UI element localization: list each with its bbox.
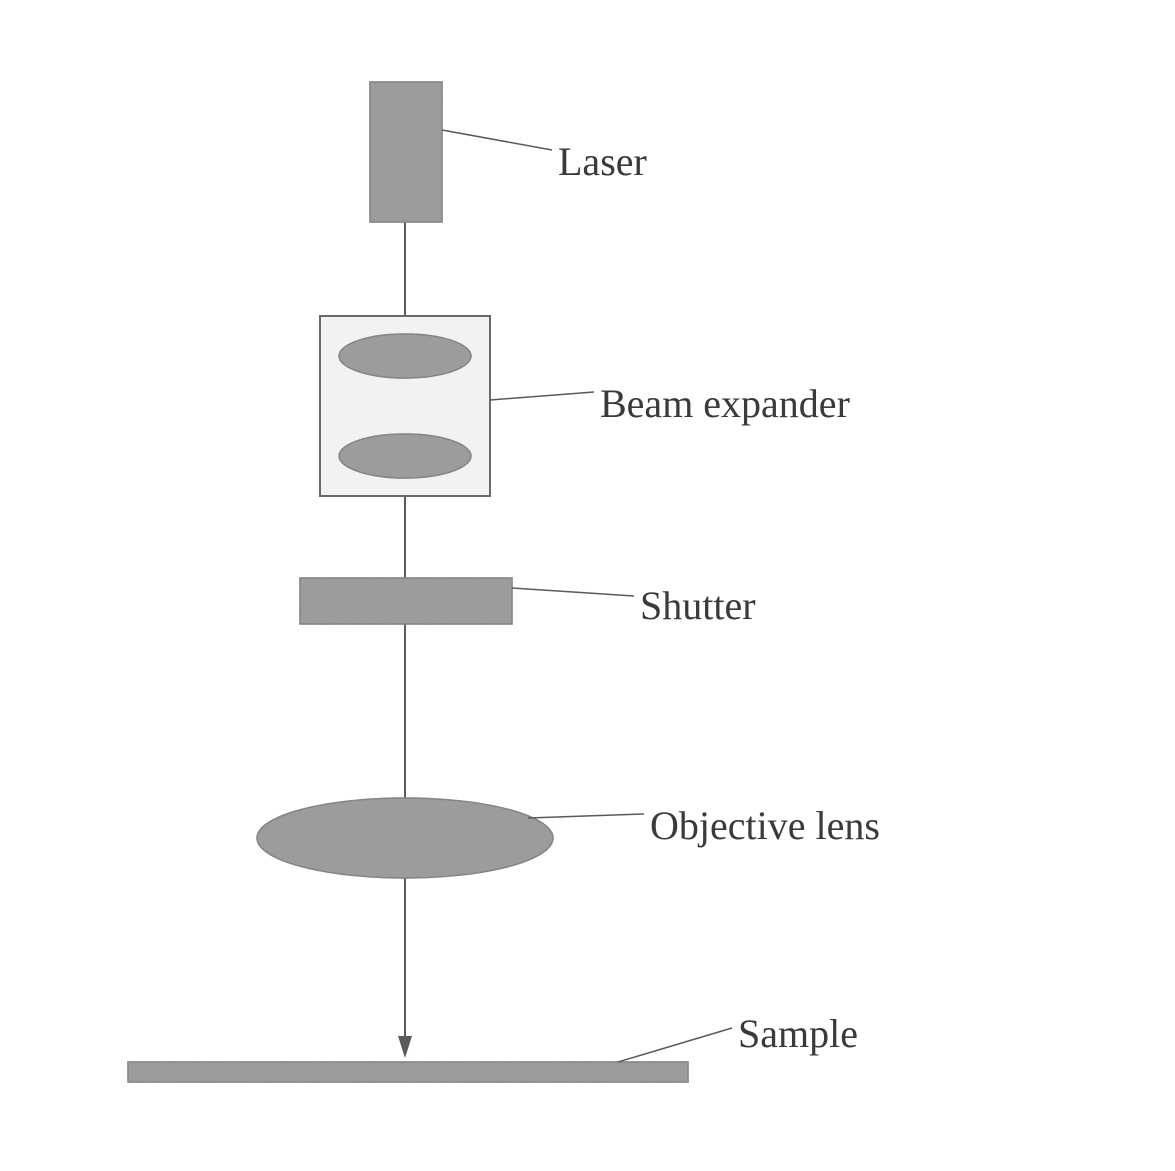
- optical-path-diagram: Laser Beam expander Shutter Objective lens S…: [0, 0, 1175, 1171]
- beam-expander-lens-2: [339, 434, 471, 478]
- shutter-leader: [512, 588, 634, 596]
- laser-shape: [370, 82, 442, 222]
- sample-shape: [128, 1062, 688, 1082]
- beam-arrowhead-icon: [398, 1036, 412, 1058]
- beam-expander-lens-1: [339, 334, 471, 378]
- sample-leader: [618, 1028, 732, 1062]
- sample-label: Sample: [738, 1010, 858, 1057]
- laser-label: Laser: [558, 138, 647, 185]
- objective-lens-shape: [257, 798, 553, 878]
- objective-lens-leader: [528, 814, 644, 818]
- laser-leader: [442, 130, 552, 150]
- objective-lens-label: Objective lens: [650, 802, 880, 849]
- beam-expander-leader: [490, 392, 594, 400]
- beam-expander-label: Beam expander: [600, 380, 850, 427]
- shutter-label: Shutter: [640, 582, 756, 629]
- shutter-shape: [300, 578, 512, 624]
